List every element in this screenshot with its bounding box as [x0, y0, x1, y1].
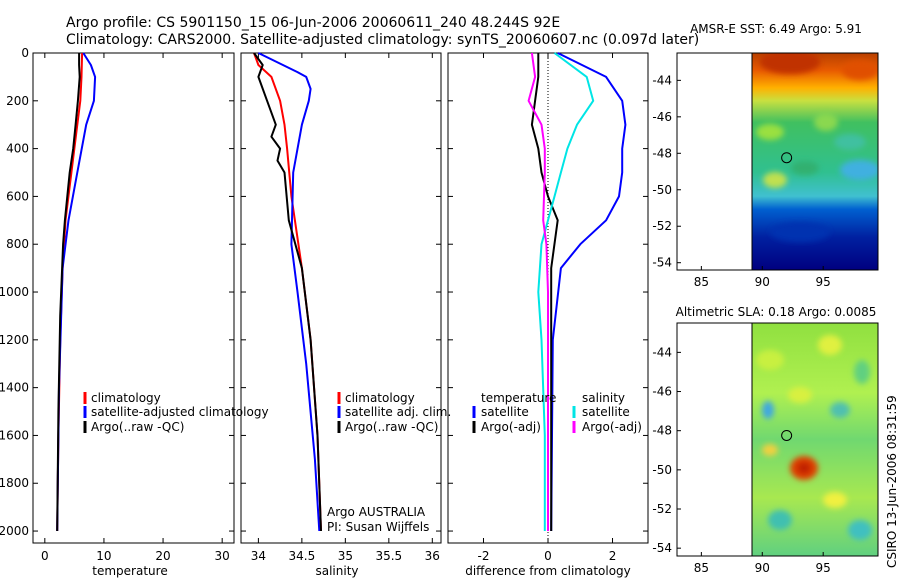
difference-xlabel: difference from climatology: [465, 564, 631, 578]
map-y-tick-label: -46: [652, 385, 672, 399]
series-line-salinity-argo-adj: [527, 52, 549, 531]
legend-label-climatology: climatology: [91, 391, 161, 405]
sla-map-ticks: 85 90 95 -44 -46 -48 -50 -52 -54: [652, 345, 830, 575]
temperature-xlabel: temperature: [92, 564, 167, 578]
map-x-tick-label: 90: [755, 275, 770, 289]
x-tick-label: 0: [544, 549, 552, 563]
difference-panel: -2 0 2 difference from climatology tempera…: [447, 52, 649, 578]
series-line-salinity-satellite: [537, 52, 595, 531]
legend-label-sal-argo: Argo(-adj): [582, 420, 642, 434]
map-x-tick-label: 95: [816, 275, 831, 289]
legend-label-argo: Argo(..raw -QC): [345, 420, 438, 434]
map-y-tick-label: -44: [652, 73, 672, 87]
sst-map-panel: AMSR-E SST: 6.49 Argo: 5.91 85 90 95 -44 -46…: [652, 22, 879, 289]
credit-timestamp: CSIRO 13-Jun-2006 08:31:59: [885, 395, 899, 568]
salinity-panel: 34 34.5 35 35.5 36 salinity climatology sate…: [240, 52, 451, 578]
sst-map-axes: [676, 52, 879, 271]
x-tick-label: 35: [338, 549, 353, 563]
map-y-tick-label: -54: [652, 541, 672, 555]
x-tick-label: 2: [609, 549, 617, 563]
map-x-tick-label: 85: [694, 275, 709, 289]
y-tick-label: 1800: [0, 476, 29, 490]
salinity-axes: [240, 52, 442, 544]
salinity-xlabel: salinity: [315, 564, 358, 578]
y-tick-label: 1400: [0, 381, 29, 395]
temperature-panel: 0 10 20 30 0 200 400 600 800 1000 1200 1400 1600 1800…: [0, 46, 269, 578]
sla-map-panel: Altimetric SLA: 0.18 Argo: 0.0085 85 90 95…: [652, 305, 879, 575]
legend-label-climatology: climatology: [345, 391, 415, 405]
difference-ticks: -2 0 2: [448, 52, 648, 563]
salinity-legend: climatology satellite adj. clim. Argo(..…: [337, 391, 451, 434]
legend-label-temp-argo: Argo(-adj): [481, 420, 541, 434]
legend-title-temperature: temperature: [481, 391, 556, 405]
y-tick-label: 2000: [0, 524, 29, 538]
map-y-tick-label: -48: [652, 146, 672, 160]
temperature-axes: [32, 52, 235, 544]
sla-heatmap: [752, 323, 878, 556]
x-tick-label: 20: [155, 549, 170, 563]
temperature-series: [56, 52, 97, 532]
map-x-tick-label: 95: [816, 561, 831, 575]
map-x-tick-label: 90: [755, 561, 770, 575]
x-tick-label: 30: [215, 549, 230, 563]
series-line-climatology: [253, 52, 322, 532]
map-y-tick-label: -50: [652, 463, 672, 477]
x-tick-label: 0: [41, 549, 49, 563]
argo-annotation-line1: Argo AUSTRALIA: [327, 505, 426, 519]
series-line-argo-raw-qc: [253, 52, 322, 532]
sla-map-axes: [676, 322, 879, 557]
map-x-tick-label: 85: [694, 561, 709, 575]
legend-label-temp-satellite: satellite: [481, 405, 529, 419]
difference-series: [527, 52, 627, 532]
salinity-ticks: 34 34.5 35 35.5 36: [241, 52, 441, 563]
legend-label-satellite: satellite adj. clim.: [345, 405, 451, 419]
x-tick-label: 10: [96, 549, 111, 563]
map-y-tick-label: -54: [652, 256, 672, 270]
y-tick-label: 1200: [0, 333, 29, 347]
y-tick-label: 400: [6, 142, 29, 156]
figure-title: Argo profile: CS 5901150_15 06-Jun-2006 …: [66, 15, 560, 31]
salinity-series: [253, 52, 322, 532]
figure-subtitle: Climatology: CARS2000. Satellite-adjuste…: [66, 32, 699, 48]
map-y-tick-label: -46: [652, 110, 672, 124]
temperature-legend: climatology satellite-adjusted climatolo…: [83, 391, 269, 434]
argo-annotation-line2: PI: Susan Wijffels: [327, 520, 429, 534]
series-line-argo-raw-qc: [56, 53, 81, 532]
y-tick-label: 1000: [0, 285, 29, 299]
map-y-tick-label: -52: [652, 219, 672, 233]
x-tick-label: 34.5: [289, 549, 316, 563]
sst-map-title: AMSR-E SST: 6.49 Argo: 5.91: [690, 22, 862, 36]
temperature-ticks: 0 10 20 30 0 200 400 600 800 1000 1200 1400 1600 1800…: [0, 46, 234, 563]
x-tick-label: 36: [425, 549, 440, 563]
series-line-temperature-satellite: [550, 52, 627, 532]
x-tick-label: 34: [251, 549, 266, 563]
sla-map-title: Altimetric SLA: 0.18 Argo: 0.0085: [676, 305, 877, 319]
y-tick-label: 800: [6, 237, 29, 251]
x-tick-label: 35.5: [375, 549, 402, 563]
difference-legend: temperature satellite Argo(-adj) salinit…: [472, 391, 642, 434]
legend-label-sal-satellite: satellite: [582, 405, 630, 419]
series-line-temperature-argo-adj: [530, 53, 559, 531]
legend-title-salinity: salinity: [582, 391, 625, 405]
map-y-tick-label: -48: [652, 424, 672, 438]
y-tick-label: 600: [6, 189, 29, 203]
map-y-tick-label: -50: [652, 183, 672, 197]
series-line-satellite-adj-clim: [257, 52, 321, 532]
map-y-tick-label: -44: [652, 345, 672, 359]
y-tick-label: 200: [6, 94, 29, 108]
sst-heatmap: [752, 53, 878, 270]
y-tick-label: 0: [21, 46, 29, 60]
sla-argo-position-marker: [781, 429, 793, 441]
legend-label-argo: Argo(..raw -QC): [91, 420, 184, 434]
x-tick-label: -2: [477, 549, 489, 563]
y-tick-label: 1600: [0, 428, 29, 442]
sst-argo-position-marker: [781, 152, 793, 164]
map-y-tick-label: -52: [652, 502, 672, 516]
sst-map-ticks: 85 90 95 -44 -46 -48 -50 -52 -54: [652, 73, 830, 289]
legend-label-satellite: satellite-adjusted climatology: [91, 405, 269, 419]
